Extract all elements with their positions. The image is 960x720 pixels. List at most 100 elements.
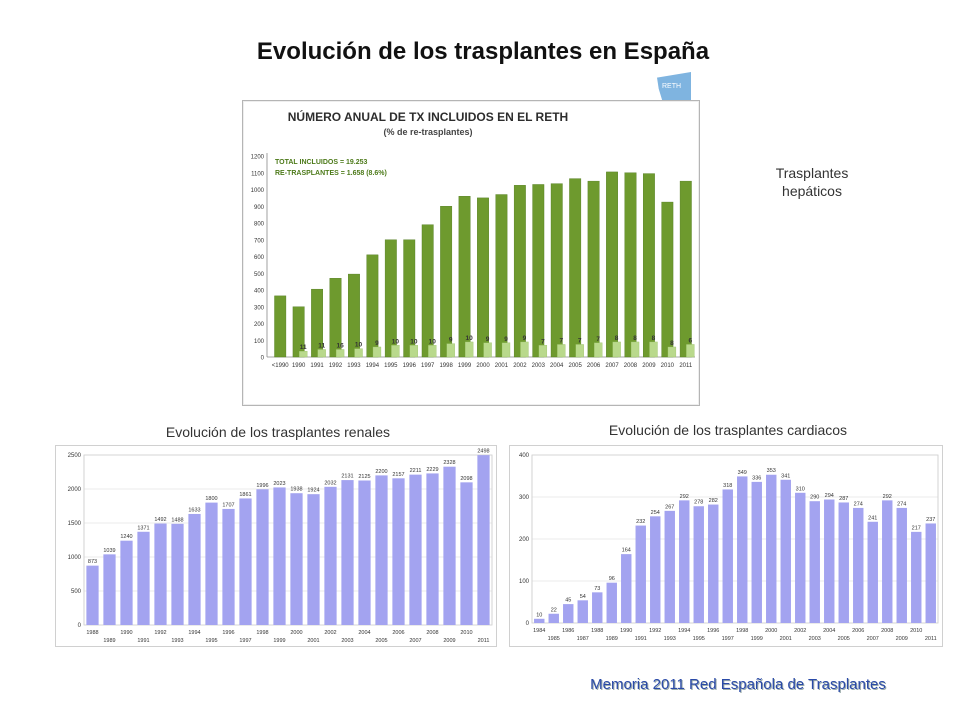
cardiac-bar (882, 500, 893, 623)
renal-data-label: 2498 (477, 449, 489, 455)
renal-bar (460, 482, 473, 625)
cardiac-y-tick-label: 0 (526, 621, 530, 627)
hepatic-bar (550, 183, 563, 358)
hepatic-retx-bar (372, 346, 382, 358)
cardiac-data-label: 310 (796, 486, 805, 492)
hepatic-data-label: 10 (392, 338, 400, 345)
renal-bar (409, 474, 422, 625)
renal-data-label: 2328 (443, 460, 455, 466)
renal-bar (103, 554, 116, 625)
hepatic-bar (348, 273, 360, 358)
hepatic-retx-bar (520, 341, 529, 358)
hepatic-bar (274, 295, 287, 358)
renal-x-tick-label: 2000 (290, 630, 302, 636)
renal-bar (188, 513, 201, 625)
renal-bar (477, 455, 490, 625)
hepatic-retx-bar (335, 349, 345, 358)
hepatic-retx-bar (630, 341, 640, 358)
cardiac-data-label: 292 (883, 494, 892, 500)
cardiac-chart: 0 100 200 300 400 10 1984 22 1985 45 1986 54 1987 73 1… (519, 453, 939, 642)
hepatic-retx-bar (649, 341, 658, 358)
cardiac-bar (824, 499, 835, 623)
hepatic-bar (384, 239, 397, 358)
hepatic-total-annotation: TOTAL INCLUIDOS = 19.253 (275, 159, 367, 166)
cardiac-x-tick-label: 2009 (896, 636, 908, 642)
hepatic-y-tick-label: 900 (254, 205, 265, 211)
cardiac-bar (722, 489, 733, 623)
cardiac-x-tick-label: 2000 (765, 628, 777, 634)
renal-data-label: 1938 (290, 487, 302, 493)
cardiac-x-tick-label: 2004 (823, 628, 835, 634)
renal-data-label: 1707 (222, 502, 234, 508)
hepatic-x-tick-label: 2006 (587, 363, 601, 369)
page-title: Evolución de los trasplantes en España (256, 38, 710, 65)
cardiac-x-tick-label: 1988 (591, 628, 603, 634)
cardiac-bar (780, 479, 791, 623)
hepatic-bar (477, 197, 489, 358)
hepatic-data-label: 7 (559, 337, 563, 344)
renal-bar (307, 494, 320, 625)
hepatic-x-tick-label: 1998 (439, 363, 453, 369)
hepatic-x-tick-label: 2008 (624, 363, 638, 369)
hepatic-bar (624, 172, 637, 358)
hepatic-y-tick-label: 100 (254, 339, 265, 345)
cardiac-x-tick-label: 2006 (852, 628, 864, 634)
renal-x-tick-label: 1990 (120, 630, 132, 636)
renal-data-label: 2098 (460, 476, 472, 482)
hepatic-y-tick-label: 600 (254, 255, 265, 261)
hepatic-chart-panel: NÚMERO ANUAL DE TX INCLUIDOS EN EL RETH (… (242, 100, 700, 406)
cardiac-data-label: 282 (709, 498, 718, 504)
hepatic-bar (679, 180, 692, 358)
hepatic-bar (569, 178, 582, 358)
cardiac-x-tick-label: 2005 (838, 636, 850, 642)
cardiac-bar (606, 582, 617, 623)
hepatic-retx-annotation: RE-TRASPLANTES = 1.658 (8.6%) (275, 170, 387, 177)
footer-source: Memoria 2011 Red Española de Trasplantes (590, 676, 886, 693)
cardiac-x-tick-label: 1985 (548, 636, 560, 642)
hepatic-x-tick-label: 2011 (679, 363, 693, 369)
hepatic-retx-bar (446, 343, 455, 358)
cardiac-x-tick-label: 1986 (562, 628, 574, 634)
cardiac-data-label: 22 (551, 607, 557, 613)
hepatic-data-label: 6 (689, 337, 693, 344)
hepatic-y-tick-label: 400 (254, 289, 265, 295)
cardiac-x-tick-label: 2001 (780, 636, 792, 642)
hepatic-bar (532, 184, 545, 358)
cardiac-x-tick-label: 1994 (678, 628, 690, 634)
cardiac-x-tick-label: 2002 (794, 628, 806, 634)
hepatic-retx-bar (391, 345, 400, 358)
hepatic-x-tick-label: 1999 (458, 363, 472, 369)
cardiac-data-label: 45 (565, 598, 571, 604)
renal-bar (443, 466, 456, 625)
hepatic-x-tick-label: 1995 (384, 363, 398, 369)
hepatic-bar (458, 195, 471, 358)
cardiac-x-tick-label: 1998 (736, 628, 748, 634)
cardiac-x-tick-label: 1991 (635, 636, 647, 642)
hepatic-y-tick-label: 1000 (251, 188, 265, 194)
cardiac-y-tick-label: 200 (519, 537, 530, 543)
renal-x-tick-label: 2009 (443, 638, 455, 644)
hepatic-retx-bar (428, 345, 437, 358)
hepatic-retx-bar (317, 349, 326, 358)
cardiac-data-label: 241 (868, 515, 877, 521)
cardiac-x-tick-label: 1989 (606, 636, 618, 642)
cardiac-bar (548, 613, 559, 623)
hepatic-data-label: 8 (633, 335, 637, 342)
cardiac-data-label: 73 (594, 586, 600, 592)
hepatic-bar (329, 278, 342, 358)
cardiac-x-tick-label: 1987 (577, 636, 589, 642)
hepatic-transplants-label: Trasplantes hepáticos (775, 165, 849, 199)
cardiac-data-label: 336 (752, 475, 761, 481)
cardiac-data-label: 274 (854, 501, 863, 507)
cardiac-bar (925, 523, 936, 623)
hepatic-x-tick-label: 2003 (532, 363, 546, 369)
renal-data-label: 1996 (256, 483, 268, 489)
renal-data-label: 2131 (341, 474, 353, 480)
renal-x-tick-label: 1993 (171, 638, 183, 644)
hepatic-bar (661, 201, 674, 358)
cardiac-data-label: 318 (723, 483, 732, 489)
hepatic-x-tick-label: 2009 (642, 363, 656, 369)
renal-x-tick-label: 2010 (460, 630, 472, 636)
cardiac-data-label: 54 (580, 594, 586, 600)
renal-bar (392, 478, 405, 625)
